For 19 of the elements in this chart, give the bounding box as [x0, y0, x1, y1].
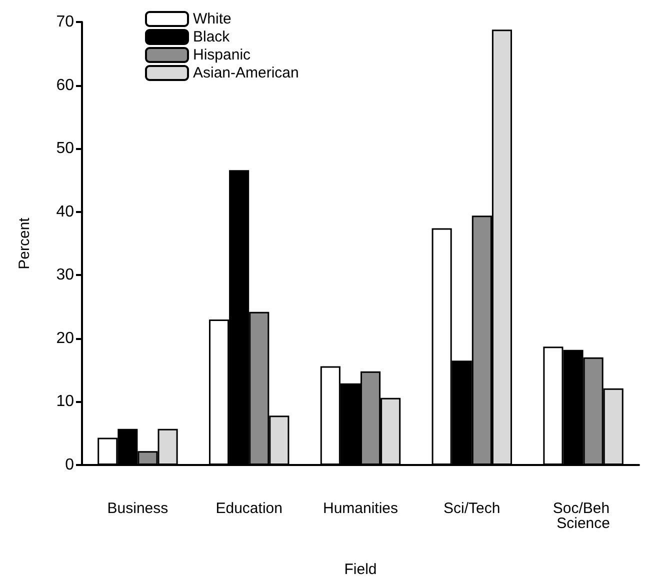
- x-axis-title: Field: [344, 561, 377, 578]
- legend-label: Hispanic: [193, 46, 252, 64]
- x-tick-label: Soc/Beh Science: [552, 500, 614, 532]
- y-tick-label: 50: [56, 140, 74, 158]
- y-tick-label: 70: [56, 14, 74, 30]
- y-tick-label: 30: [56, 266, 74, 284]
- x-tick-label: Education: [216, 500, 282, 517]
- x-tick-label: Humanities: [322, 500, 398, 517]
- y-axis-title: Percent: [16, 216, 33, 270]
- y-tick-label: 0: [65, 456, 74, 474]
- legend-label: Black: [193, 28, 230, 46]
- y-tick-label: 20: [56, 330, 74, 347]
- y-tick-label: 60: [56, 76, 74, 94]
- x-tick-label: Business: [107, 500, 168, 517]
- legend-label: Asian-American: [193, 64, 299, 82]
- legend-label: White: [193, 10, 232, 28]
- y-tick-label: 40: [56, 203, 74, 220]
- x-tick-label: Sci/Tech: [444, 500, 500, 517]
- y-tick-label: 10: [56, 393, 74, 410]
